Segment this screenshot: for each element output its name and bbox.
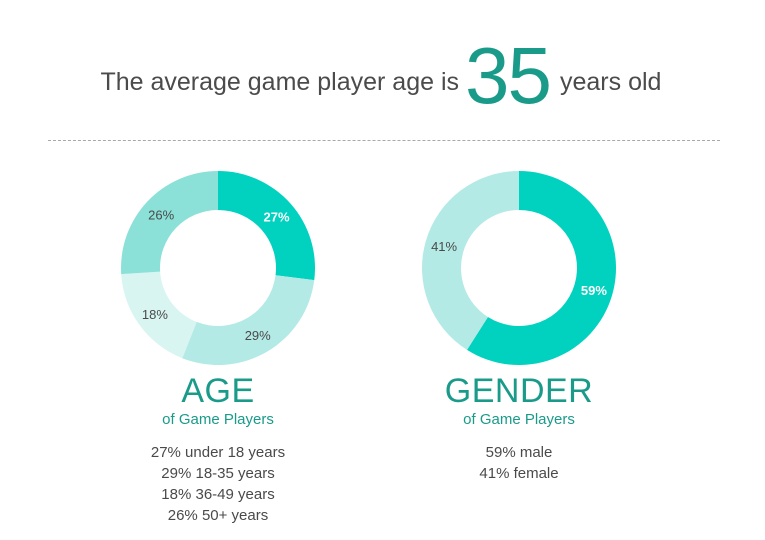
headline-suffix: years old <box>560 68 662 96</box>
donut-segment-female <box>422 171 519 350</box>
legend-item: 41% female <box>479 465 559 482</box>
average-age-number: 35 <box>465 31 552 120</box>
data-label: 59% <box>581 283 607 298</box>
donut-segment-18-35-years <box>182 275 315 365</box>
age-chart-title: AGE <box>181 372 255 410</box>
gender-chart-title: GENDER <box>444 372 594 410</box>
gender-donut-chart: 59% 41% <box>422 171 616 365</box>
data-label: 26% <box>148 208 174 223</box>
legend-item: 18% 36-49 years <box>161 486 275 503</box>
data-label: 29% <box>245 328 271 343</box>
data-label: 27% <box>263 209 289 224</box>
donut-segment-36-49-years <box>121 271 197 359</box>
donut-segment-50-years <box>121 171 218 275</box>
donut-segment-under-18-years <box>218 171 315 281</box>
data-label: 41% <box>431 239 457 254</box>
legend-item: 26% 50+ years <box>167 507 269 524</box>
data-label: 18% <box>142 307 168 322</box>
age-donut-chart: 27% 29% 18% 26% <box>121 171 315 365</box>
donut-segment-male <box>467 171 616 365</box>
gender-legend: 59% male 41% female <box>369 442 669 484</box>
legend-item: 59% male <box>485 444 553 461</box>
age-legend: 27% under 18 years 29% 18-35 years 18% 3… <box>68 442 368 526</box>
headline-prefix: The average game player age is <box>100 68 459 96</box>
legend-item: 27% under 18 years <box>150 444 286 461</box>
dashed-divider <box>48 140 720 141</box>
legend-item: 29% 18-35 years <box>161 465 275 482</box>
headline: The average game player age is 35 years … <box>0 36 765 130</box>
gender-chart-subtitle: of Game Players <box>463 411 575 428</box>
age-chart-subtitle: of Game Players <box>162 411 274 428</box>
